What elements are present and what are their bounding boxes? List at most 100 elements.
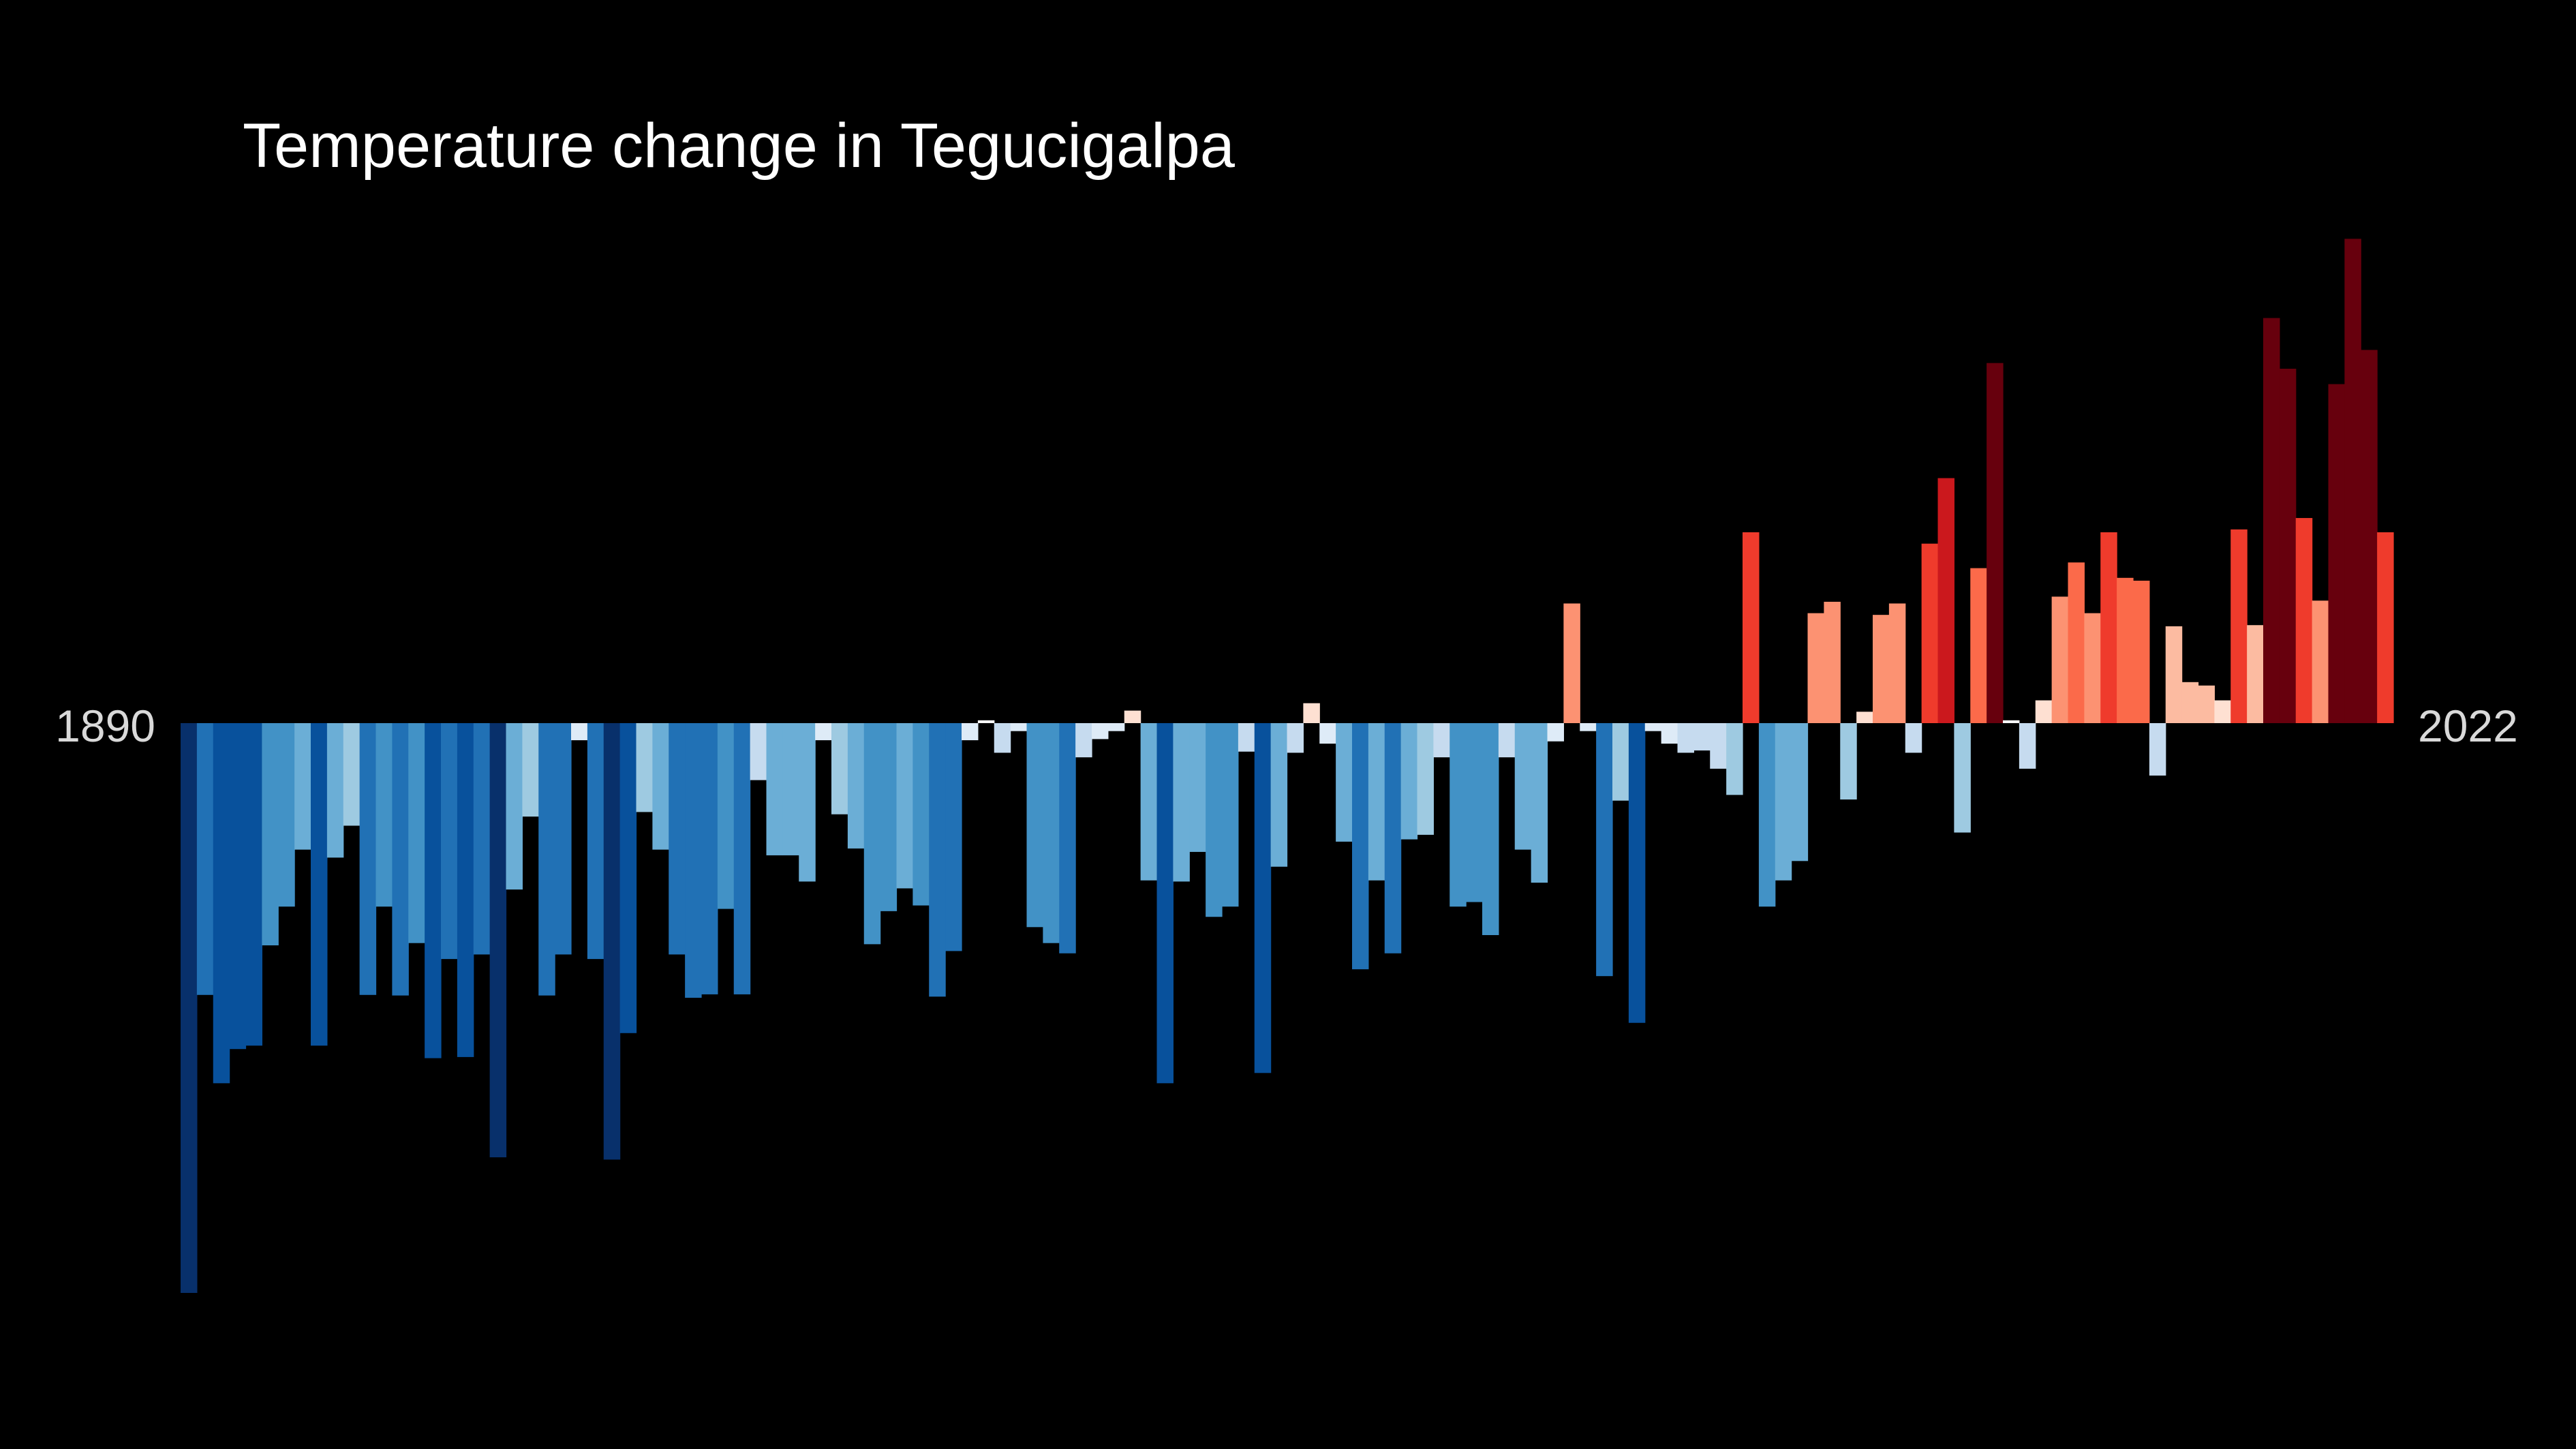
bar-1980 — [1644, 723, 1662, 731]
bar-1968 — [1450, 723, 1467, 907]
bar-1991 — [1824, 601, 1841, 723]
bar-1906 — [441, 723, 458, 960]
bar-1905 — [425, 723, 442, 1058]
bar-1971 — [1498, 723, 1516, 758]
bar-1931 — [847, 723, 865, 849]
bar-2007 — [2084, 613, 2101, 723]
bar-2010 — [2133, 581, 2150, 723]
bar-1917 — [619, 723, 637, 1033]
bar-1935 — [913, 723, 930, 906]
bar-1972 — [1514, 723, 1532, 850]
bar-1982 — [1677, 723, 1694, 753]
bar-1916 — [603, 723, 621, 1160]
bar-1912 — [538, 723, 555, 996]
bar-2002 — [2003, 720, 2020, 723]
bar-1890 — [181, 723, 198, 1293]
bar-1904 — [408, 723, 425, 943]
bar-1995 — [1888, 603, 1906, 723]
bar-1926 — [766, 723, 783, 855]
bar-1970 — [1482, 723, 1499, 935]
bar-1988 — [1775, 723, 1792, 881]
bar-2011 — [2149, 723, 2166, 776]
bar-1892 — [213, 723, 230, 1084]
bar-1907 — [457, 723, 474, 1057]
bar-1951 — [1173, 723, 1190, 882]
bar-1914 — [571, 723, 588, 741]
bar-1957 — [1270, 723, 1288, 867]
bar-2018 — [2263, 318, 2280, 724]
bar-1999 — [1954, 723, 1971, 833]
bar-1942 — [1026, 723, 1043, 928]
bar-2003 — [2019, 723, 2036, 769]
bar-2014 — [2198, 685, 2215, 723]
bar-2008 — [2100, 532, 2117, 723]
bar-1965 — [1400, 723, 1418, 840]
bar-2004 — [2035, 700, 2053, 723]
bar-1901 — [359, 723, 377, 995]
bar-1983 — [1693, 723, 1711, 751]
bar-1898 — [311, 723, 328, 1046]
bar-2005 — [2051, 596, 2069, 723]
bar-2019 — [2279, 369, 2297, 723]
bar-1932 — [863, 723, 881, 945]
bar-2012 — [2165, 626, 2183, 723]
bar-1910 — [506, 723, 523, 890]
bar-1940 — [994, 723, 1011, 753]
bar-1964 — [1384, 723, 1402, 954]
bar-1895 — [262, 723, 279, 946]
bar-2023 — [2344, 239, 2361, 723]
bar-2022 — [2328, 384, 2345, 723]
bar-1967 — [1433, 723, 1450, 758]
bar-1954 — [1222, 723, 1239, 907]
chart-title: Temperature change in Tegucigalpa — [243, 111, 1236, 181]
bar-1950 — [1156, 723, 1174, 1084]
x-start-label: 1890 — [55, 701, 155, 751]
bar-1986 — [1743, 532, 1760, 723]
bar-1969 — [1466, 723, 1483, 902]
bar-1941 — [1010, 723, 1028, 731]
bar-1933 — [880, 723, 898, 911]
bar-2001 — [1987, 363, 2004, 723]
bar-2013 — [2181, 682, 2199, 723]
bar-2025 — [2377, 532, 2394, 723]
bar-1908 — [473, 723, 491, 955]
bar-1958 — [1287, 723, 1304, 753]
bar-1918 — [636, 723, 653, 812]
bar-1909 — [489, 723, 507, 1158]
bar-1956 — [1254, 723, 1272, 1073]
bar-2016 — [2230, 529, 2248, 723]
bar-1961 — [1336, 723, 1353, 842]
bar-1919 — [652, 723, 669, 850]
bar-1963 — [1368, 723, 1385, 881]
bar-1994 — [1873, 615, 1890, 723]
bar-1975 — [1563, 603, 1580, 723]
bar-1948 — [1124, 710, 1141, 723]
bar-1981 — [1661, 723, 1678, 744]
bar-1959 — [1303, 703, 1320, 723]
bar-1947 — [1107, 723, 1125, 731]
bar-1934 — [896, 723, 913, 889]
bar-1900 — [343, 723, 361, 826]
bar-1911 — [522, 723, 539, 817]
bar-2017 — [2247, 625, 2264, 723]
bar-1913 — [555, 723, 572, 955]
bar-1979 — [1628, 723, 1646, 1023]
bar-1902 — [375, 723, 393, 907]
bar-2006 — [2068, 562, 2085, 723]
bar-1921 — [685, 723, 702, 998]
bar-1927 — [782, 723, 799, 855]
bar-1977 — [1596, 723, 1613, 977]
bar-1891 — [196, 723, 214, 995]
bar-1987 — [1758, 723, 1776, 907]
bar-1993 — [1856, 712, 1873, 723]
bar-1920 — [669, 723, 686, 955]
bar-1925 — [750, 723, 767, 780]
x-end-label: 2022 — [2418, 701, 2518, 751]
bar-1960 — [1319, 723, 1336, 744]
bar-1976 — [1580, 723, 1597, 731]
bar-1990 — [1807, 613, 1824, 723]
bar-1989 — [1791, 723, 1809, 861]
bar-1984 — [1710, 723, 1727, 769]
bar-1937 — [945, 723, 962, 951]
